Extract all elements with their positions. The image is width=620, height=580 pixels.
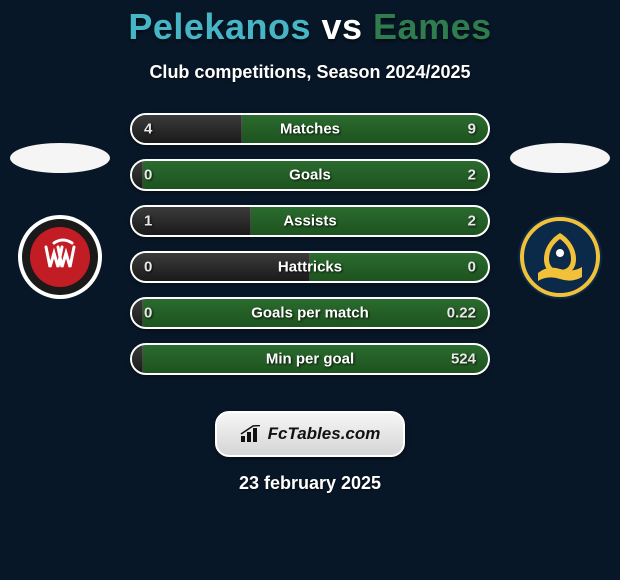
comparison-content: 4 Matches 9 0 Goals 2 1 Assists 2 0 Hattricks 0 0 Goa… [0,113,620,393]
stat-bar: 0 Goals per match 0.22 [130,297,490,329]
stat-bar-fill [132,345,143,373]
stat-bar: Min per goal 524 [130,343,490,375]
player2-name: Eames [373,6,492,47]
stat-label: Matches [280,121,340,138]
stat-label: Goals [289,167,331,184]
stat-right-value: 2 [468,167,476,184]
stat-bar: 1 Assists 2 [130,205,490,237]
stat-label: Goals per match [251,305,369,322]
player1-name: Pelekanos [128,6,311,47]
club-logo-right [516,213,604,301]
club-logo-left-svg [16,213,104,301]
stat-right-value: 9 [468,121,476,138]
site-badge: FcTables.com [215,411,405,457]
page-title: Pelekanos vs Eames [0,0,620,48]
stat-left-value: 0 [144,167,152,184]
right-side [500,143,620,301]
stat-right-value: 524 [451,351,476,368]
stat-bar-fill [132,299,143,327]
club-logo-right-svg [516,213,604,301]
stat-left-value: 0 [144,259,152,276]
stat-bar: 0 Hattricks 0 [130,251,490,283]
stat-right-value: 0.22 [447,305,476,322]
stat-bar: 0 Goals 2 [130,159,490,191]
player1-avatar-placeholder [10,143,110,173]
site-badge-text: FcTables.com [268,424,381,444]
stat-bar-fill [132,161,143,189]
site-badge-icon [240,425,262,443]
stat-bar: 4 Matches 9 [130,113,490,145]
subtitle: Club competitions, Season 2024/2025 [0,62,620,83]
player2-avatar-placeholder [510,143,610,173]
stat-right-value: 2 [468,213,476,230]
stat-right-value: 0 [468,259,476,276]
stat-label: Min per goal [266,351,354,368]
vs-text: vs [321,6,362,47]
left-side [0,143,120,301]
stat-left-value: 4 [144,121,152,138]
stat-left-value: 1 [144,213,152,230]
stat-label: Hattricks [278,259,342,276]
stat-bars: 4 Matches 9 0 Goals 2 1 Assists 2 0 Hattricks 0 0 Goa… [130,113,490,375]
stat-label: Assists [283,213,336,230]
club-logo-left [16,213,104,301]
stat-left-value: 0 [144,305,152,322]
date-text: 23 february 2025 [0,473,620,494]
